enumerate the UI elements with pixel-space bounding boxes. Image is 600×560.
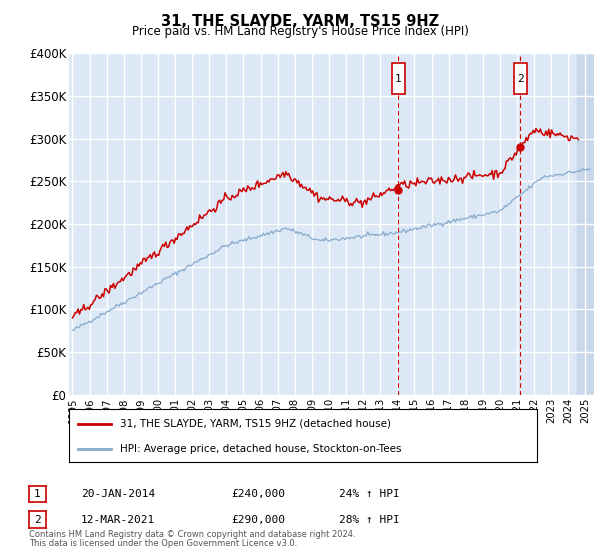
Text: 2: 2 [34, 515, 41, 525]
Text: Contains HM Land Registry data © Crown copyright and database right 2024.: Contains HM Land Registry data © Crown c… [29, 530, 355, 539]
Text: 2: 2 [517, 74, 524, 84]
Text: £240,000: £240,000 [231, 489, 285, 499]
Text: 24% ↑ HPI: 24% ↑ HPI [339, 489, 400, 499]
FancyBboxPatch shape [392, 63, 404, 94]
FancyBboxPatch shape [514, 63, 527, 94]
Text: HPI: Average price, detached house, Stockton-on-Tees: HPI: Average price, detached house, Stoc… [121, 444, 402, 454]
Text: 12-MAR-2021: 12-MAR-2021 [81, 515, 155, 525]
Text: 28% ↑ HPI: 28% ↑ HPI [339, 515, 400, 525]
Text: 20-JAN-2014: 20-JAN-2014 [81, 489, 155, 499]
Text: 1: 1 [395, 74, 401, 84]
Text: 31, THE SLAYDE, YARM, TS15 9HZ (detached house): 31, THE SLAYDE, YARM, TS15 9HZ (detached… [121, 419, 391, 429]
Text: £290,000: £290,000 [231, 515, 285, 525]
Text: This data is licensed under the Open Government Licence v3.0.: This data is licensed under the Open Gov… [29, 539, 297, 548]
Text: Price paid vs. HM Land Registry's House Price Index (HPI): Price paid vs. HM Land Registry's House … [131, 25, 469, 38]
Text: 1: 1 [34, 489, 41, 499]
Text: 31, THE SLAYDE, YARM, TS15 9HZ: 31, THE SLAYDE, YARM, TS15 9HZ [161, 14, 439, 29]
Bar [577, 53, 594, 395]
